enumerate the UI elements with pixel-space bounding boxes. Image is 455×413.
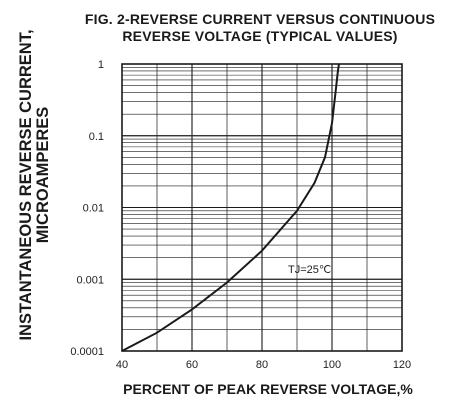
- chart-grid: [122, 64, 402, 351]
- x-tick-label: 120: [393, 359, 411, 371]
- y-tick-label: 0.0001: [70, 346, 104, 358]
- y-axis-label-line2: MICROAMPERES: [34, 107, 52, 244]
- y-tick-label: 0.01: [83, 203, 104, 215]
- series-line: [121, 63, 340, 352]
- plot-frame: [121, 63, 403, 352]
- temperature-annotation: TJ=25℃: [288, 264, 331, 276]
- x-tick-labels: 40 60 80 100 120: [116, 359, 411, 371]
- x-tick-label: 100: [323, 359, 341, 371]
- y-tick-label: 1: [98, 59, 104, 71]
- x-tick-label: 60: [186, 359, 198, 371]
- y-tick-label: 0.1: [89, 131, 104, 143]
- chart-title-line1: FIG. 2-REVERSE CURRENT VERSUS CONTINUOUS: [84, 11, 436, 27]
- y-axis-label-line1: INSTANTANEOUS REVERSE CURRENT,: [17, 29, 35, 340]
- y-tick-label: 0.001: [76, 274, 104, 286]
- x-tick-label: 40: [116, 359, 128, 371]
- chart-title-line2: REVERSE VOLTAGE (TYPICAL VALUES): [122, 28, 398, 44]
- x-axis-label: PERCENT OF PEAK REVERSE VOLTAGE,%: [123, 381, 413, 397]
- y-tick-labels: 0.0001 0.001 0.01 0.1 1: [70, 59, 104, 358]
- x-tick-label: 80: [256, 359, 268, 371]
